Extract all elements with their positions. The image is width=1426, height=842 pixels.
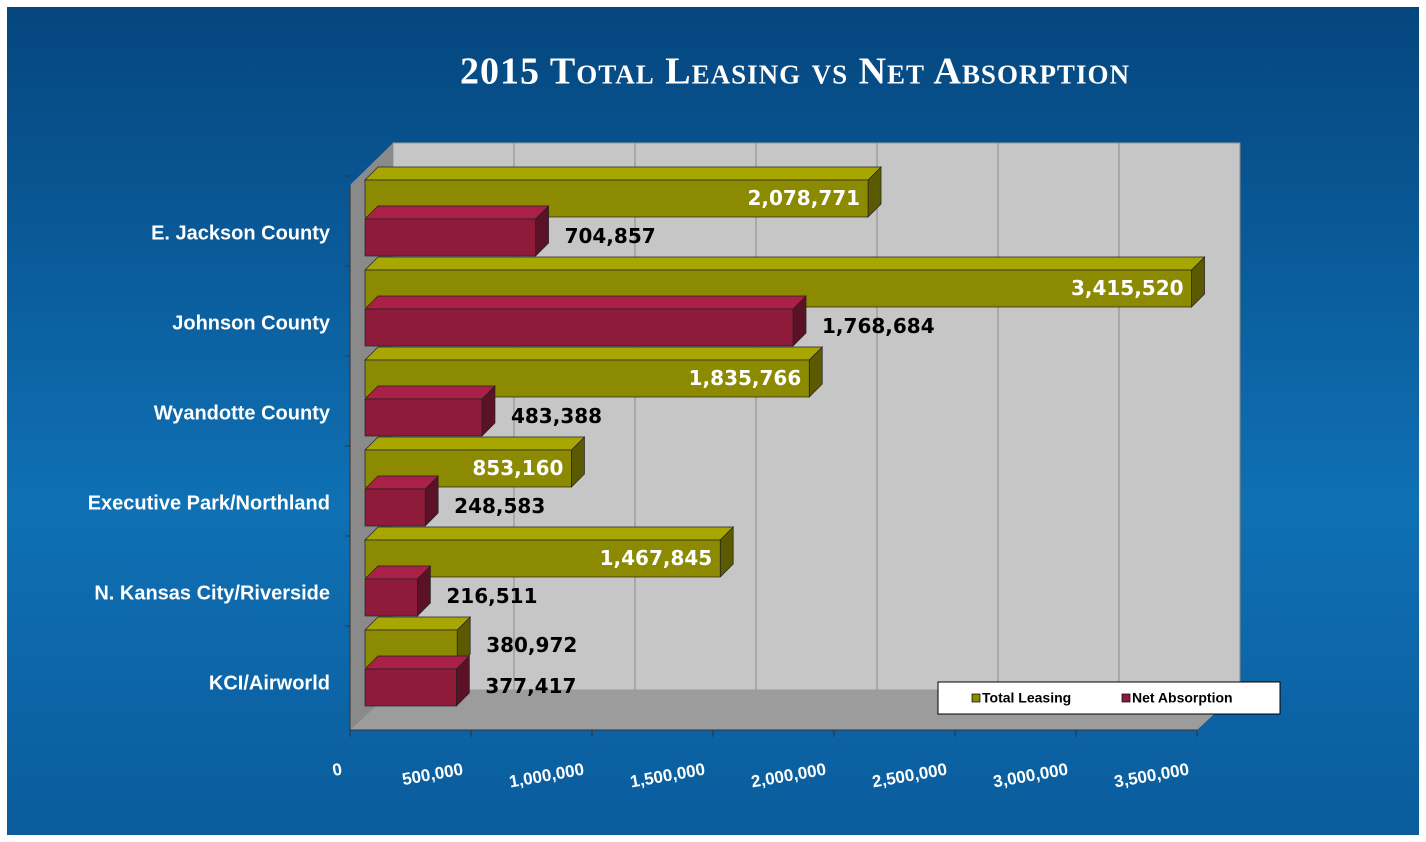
x-tick-label: 0 xyxy=(331,760,344,780)
data-label: 1,768,684 xyxy=(822,314,935,338)
bar-top xyxy=(364,655,471,670)
y-tick-label: KCI/Airworld xyxy=(209,672,330,694)
legend-label: Net Absorption xyxy=(1132,690,1233,706)
y-tick-label: E. Jackson County xyxy=(151,222,331,244)
data-label: 3,415,520 xyxy=(1071,276,1184,300)
y-tick-label: Wyandotte County xyxy=(154,402,331,424)
legend-box xyxy=(937,681,1281,715)
data-label: 216,511 xyxy=(446,584,537,608)
bar-top xyxy=(364,616,472,631)
data-label: 853,160 xyxy=(472,456,563,480)
bar xyxy=(364,668,457,707)
y-tick-label: Johnson County xyxy=(172,312,331,334)
bar xyxy=(364,488,426,527)
data-label: 1,467,845 xyxy=(600,546,713,570)
data-label: 704,857 xyxy=(565,224,656,248)
y-tick-label: Executive Park/Northland xyxy=(88,492,330,514)
legend-swatch xyxy=(1121,693,1131,703)
bar xyxy=(364,398,483,437)
bar-top xyxy=(364,436,586,451)
data-label: 2,078,771 xyxy=(747,186,860,210)
data-label: 380,972 xyxy=(486,633,577,657)
chart-title: 2015 Total Leasing vs Net Absorption xyxy=(460,51,1130,93)
bar-top xyxy=(364,346,824,361)
data-label: 377,417 xyxy=(485,674,576,698)
data-label: 1,835,766 xyxy=(689,366,802,390)
legend-swatch xyxy=(971,693,981,703)
legend-label: Total Leasing xyxy=(982,690,1071,706)
bar xyxy=(364,308,794,347)
bar-top xyxy=(364,295,807,310)
bar xyxy=(364,578,418,617)
data-label: 483,388 xyxy=(511,404,602,428)
bar-top xyxy=(364,166,882,181)
bar-top xyxy=(364,475,440,490)
y-tick-label: N. Kansas City/Riverside xyxy=(94,582,330,604)
legend: Total Leasing Net Absorption xyxy=(937,681,1281,715)
bar-top xyxy=(364,256,1206,271)
bar-top xyxy=(364,385,496,400)
bar-top xyxy=(364,205,550,220)
bar-top xyxy=(364,526,735,541)
bar xyxy=(364,218,536,257)
data-label: 248,583 xyxy=(454,494,545,518)
